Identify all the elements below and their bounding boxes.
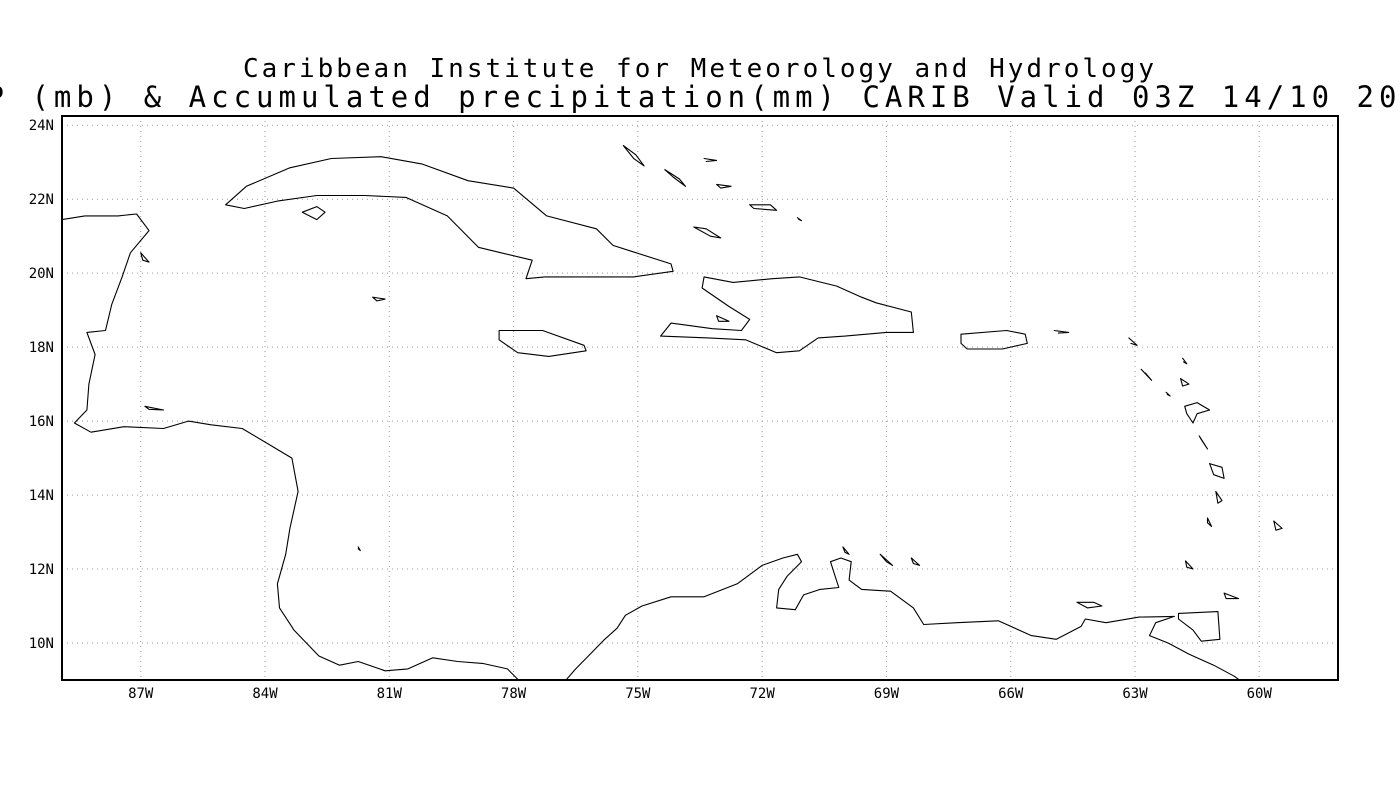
coastline-st-kitts-nevis [1140,368,1153,381]
coastline-mayaguana [716,183,732,189]
coastline-samana-cay [703,157,718,163]
coastline-roatan [144,405,165,411]
coastline-montserrat [1165,391,1171,397]
coastline-st-vincent [1206,517,1213,528]
coastline-hispaniola [660,276,914,354]
grid-lines [62,116,1338,680]
coastline-puerto-rico [960,329,1028,350]
lon-tick-label: 72W [749,686,775,702]
coastline-crooked-acklins [664,169,687,187]
coastline-st-martin-anguilla [1128,337,1138,346]
axis-labels: 24N 22N 20N 18N 16N 14N 12N 10N 87W 84W 81W 78W 75W 7… [29,118,1273,702]
lat-tick-label: 22N [29,192,54,208]
coastline-yucatan-central-america [62,213,520,680]
coastline-bonaire [910,557,921,566]
lat-tick-label: 16N [29,414,54,430]
coastline-barbados [1273,520,1283,531]
coastline-tobago [1223,592,1240,600]
lon-tick-label: 78W [501,686,527,702]
coastline-st-lucia [1215,490,1223,504]
page-title: Caribbean Institute for Meteorology and … [242,54,1157,84]
lat-tick-label: 20N [29,266,54,282]
coastline-martinique [1209,463,1225,479]
coastline-grand-turk [796,217,803,222]
coastline-caicos [749,204,778,211]
lon-tick-label: 75W [625,686,651,702]
coastlines [62,145,1283,680]
coastline-san-andres [357,546,361,552]
lat-tick-label: 14N [29,488,54,504]
coastline-isla-de-la-juventud [301,206,326,221]
lon-tick-label: 81W [377,686,403,702]
coastline-barbuda [1182,357,1188,365]
coastline-cozumel [140,252,150,263]
coastline-gonave [716,315,730,322]
coastline-great-inagua [693,226,722,239]
coastline-antigua [1180,378,1190,387]
coastline-bahamas-long-island [622,145,645,167]
coastline-colombia-venezuela [565,553,1241,680]
coastline-dominica [1198,435,1209,450]
coastline-cuba [225,156,674,280]
lon-tick-label: 63W [1122,686,1148,702]
lon-tick-label: 87W [128,686,154,702]
coastline-jamaica [498,329,587,357]
lat-tick-label: 18N [29,340,54,356]
lat-tick-label: 12N [29,562,54,578]
page-subtitle: P (mb) & Accumulated precipitation(mm) C… [0,80,1400,114]
map-border [61,115,1339,681]
coastline-trinidad [1177,611,1221,642]
coastline-grenada [1184,560,1194,570]
coastline-grand-cayman [372,296,386,302]
lat-tick-label: 10N [29,636,54,652]
coastline-curacao [879,553,894,566]
lon-tick-label: 84W [252,686,278,702]
coastline-guadeloupe [1184,402,1211,424]
lon-tick-label: 66W [998,686,1024,702]
lat-tick-label: 24N [29,118,54,134]
lon-tick-label: 60W [1247,686,1273,702]
coastline-aruba [842,546,850,555]
lon-tick-label: 69W [874,686,900,702]
coastline-margarita [1076,601,1103,609]
coastline-virgin-islands [1053,329,1070,334]
